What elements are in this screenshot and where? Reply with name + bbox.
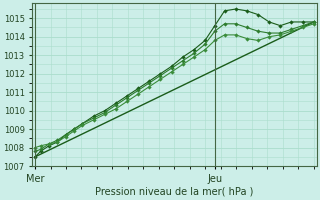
X-axis label: Pression niveau de la mer( hPa ): Pression niveau de la mer( hPa )	[95, 187, 253, 197]
